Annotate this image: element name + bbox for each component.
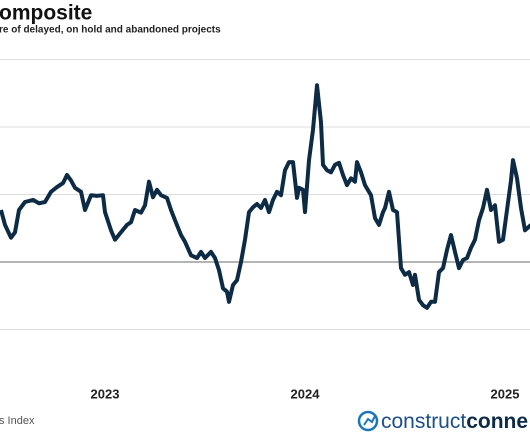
logo: constructconne: [357, 410, 528, 433]
x-tick-label: 2023: [91, 386, 120, 401]
x-tick-label: 2025: [491, 386, 520, 401]
source: s Index: [0, 415, 35, 427]
logo-word: construct: [381, 410, 466, 433]
logo-icon: [357, 410, 379, 432]
logo-text: constructconne: [381, 410, 528, 433]
chart-title: omposite: [0, 2, 92, 25]
x-tick-label: 2024: [291, 386, 321, 401]
data-line: [0, 83, 530, 310]
chart-subtitle: re of delayed, on hold and abandoned pro…: [0, 25, 221, 36]
logo-icon-line: [363, 415, 376, 426]
logo-word: conne: [466, 410, 528, 433]
